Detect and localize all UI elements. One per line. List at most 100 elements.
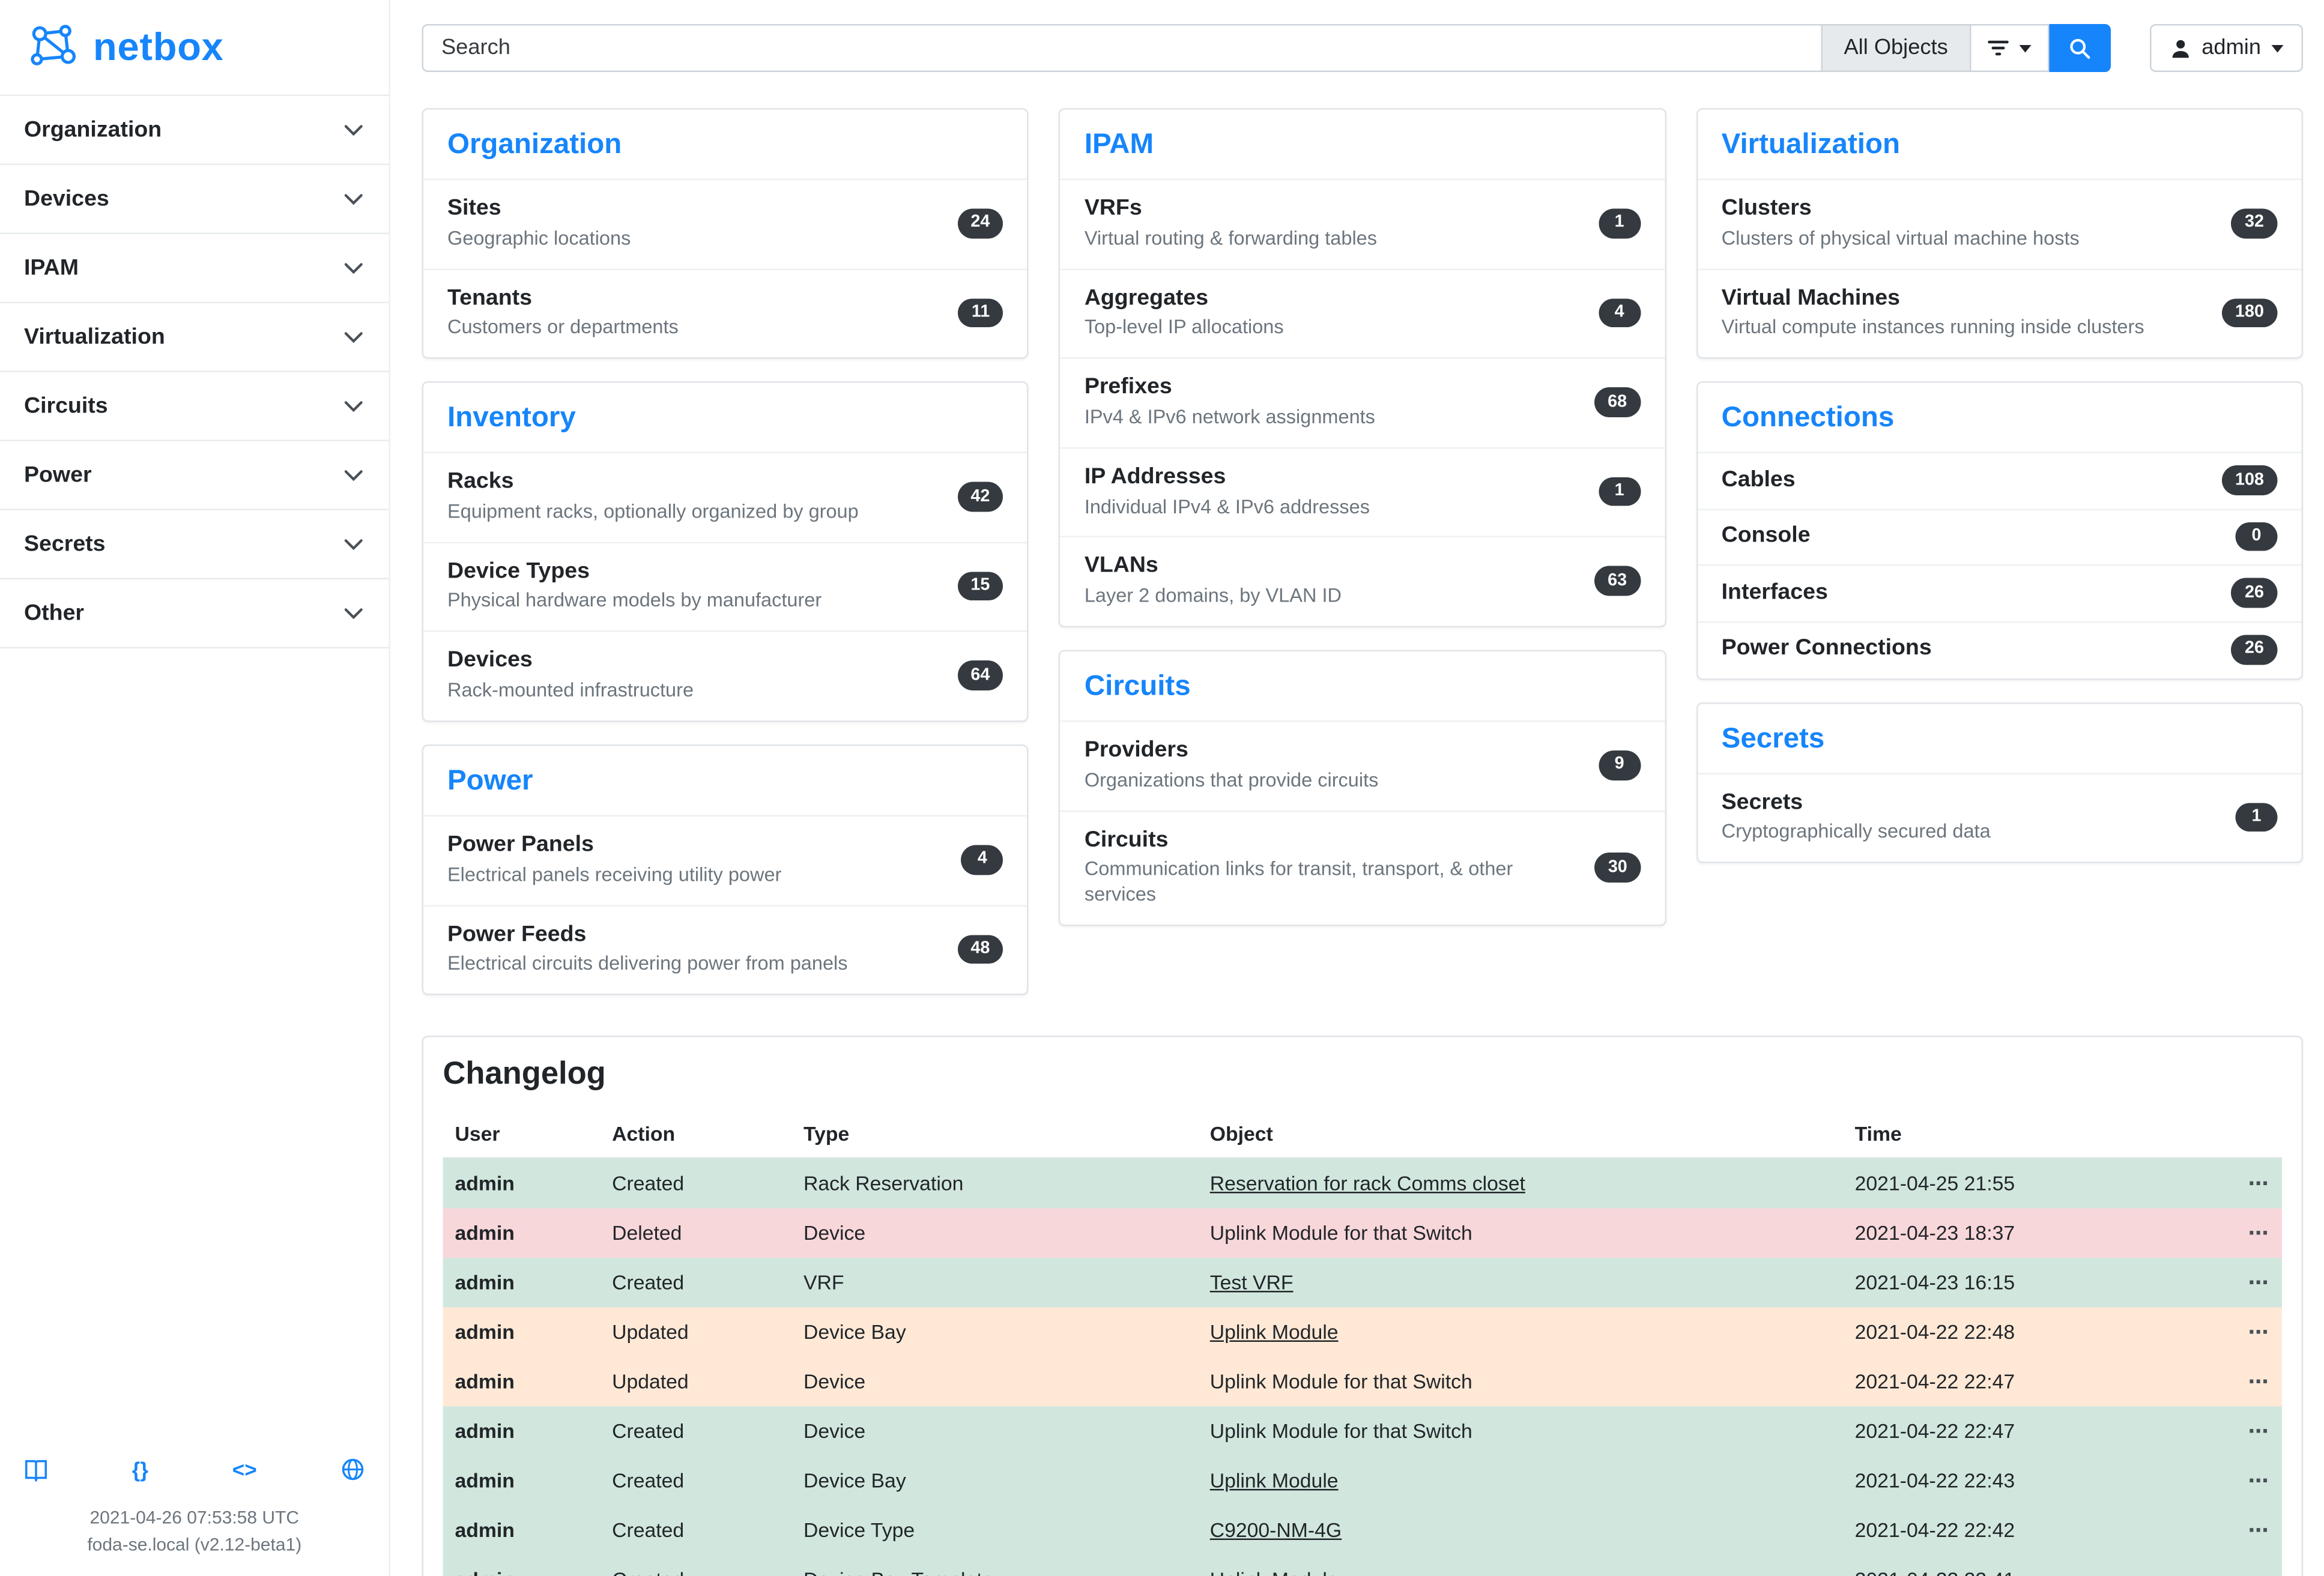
- sidebar-item-power[interactable]: Power: [0, 441, 389, 510]
- object-scope-label: All Objects: [1844, 36, 1948, 60]
- sidebar-item-circuits[interactable]: Circuits: [0, 372, 389, 441]
- search-group: All Objects: [422, 24, 2110, 72]
- filter-button[interactable]: [1970, 24, 2049, 72]
- item-text: VRFs Virtual routing & forwarding tables: [1085, 195, 1377, 252]
- row-actions-ellipsis-icon[interactable]: ⋯: [2248, 1320, 2270, 1343]
- dashboard-column-1: Organization Sites Geographic locations 24 T…: [422, 108, 1029, 995]
- sidebar: netbox Organization Devices IPAM Virtualiza…: [0, 0, 390, 1576]
- dashboard-item-virtual-machines[interactable]: Virtual Machines Virtual compute instance…: [1697, 268, 2302, 357]
- card-title-inventory[interactable]: Inventory: [447, 402, 576, 434]
- changelog-col-header-time: Time: [1842, 1111, 2214, 1159]
- netbox-logo[interactable]: netbox: [0, 0, 389, 95]
- dashboard-item-devices[interactable]: Devices Rack-mounted infrastructure 64: [423, 630, 1027, 720]
- row-actions-ellipsis-icon[interactable]: ⋯: [2248, 1469, 2270, 1492]
- search-icon: [2068, 37, 2091, 59]
- changelog-type: Device Bay: [803, 1321, 906, 1344]
- dashboard-item-device-types[interactable]: Device Types Physical hardware models by …: [423, 541, 1027, 631]
- changelog-object-link[interactable]: Test VRF: [1209, 1271, 1294, 1294]
- count-badge: 64: [957, 660, 1003, 690]
- dashboard-item-vrfs[interactable]: VRFs Virtual routing & forwarding tables 1: [1060, 178, 1665, 268]
- row-actions-ellipsis-icon[interactable]: ⋯: [2248, 1419, 2270, 1442]
- card-title-organization[interactable]: Organization: [447, 129, 622, 161]
- item-description: Communication links for transit, transpo…: [1084, 857, 1513, 906]
- dashboard-item-vlans[interactable]: VLANs Layer 2 domains, by VLAN ID 63: [1060, 536, 1665, 626]
- card-title-virtualization[interactable]: Virtualization: [1721, 129, 1901, 161]
- changelog-user: admin: [443, 1555, 601, 1576]
- dashboard-item-tenants[interactable]: Tenants Customers or departments 11: [423, 268, 1027, 357]
- changelog-action: Created: [612, 1519, 685, 1542]
- count-badge: 26: [2231, 635, 2278, 665]
- changelog-card: Changelog User Action Type Object Time admin…: [422, 1036, 2303, 1576]
- item-title: Power Feeds: [447, 920, 587, 947]
- dashboard-item-power-connections[interactable]: Power Connections 26: [1697, 621, 2302, 678]
- sidebar-item-devices[interactable]: Devices: [0, 165, 389, 234]
- dashboard-item-circuits[interactable]: Circuits Communication links for transit,…: [1060, 810, 1665, 925]
- row-actions-ellipsis-icon[interactable]: ⋯: [2248, 1369, 2270, 1393]
- globe-icon[interactable]: [340, 1458, 365, 1482]
- sidebar-item-virtualization[interactable]: Virtualization: [0, 303, 389, 372]
- sidebar-item-ipam[interactable]: IPAM: [0, 234, 389, 303]
- dashboard-item-prefixes[interactable]: Prefixes IPv4 & IPv6 network assignments 6…: [1060, 357, 1665, 447]
- item-title: Device Types: [447, 558, 590, 584]
- dashboard-item-sites[interactable]: Sites Geographic locations 24: [423, 178, 1027, 268]
- sidebar-item-organization[interactable]: Organization: [0, 96, 389, 165]
- chevron-down-icon: [342, 602, 365, 625]
- search-submit-button[interactable]: [2048, 24, 2110, 72]
- changelog-col-header-object: Object: [1197, 1111, 1843, 1159]
- row-actions-ellipsis-icon[interactable]: ⋯: [2248, 1171, 2270, 1195]
- item-text: Circuits Communication links for transit,…: [1085, 827, 1579, 908]
- changelog-row: admin Created Device Uplink Module for that…: [443, 1406, 2282, 1457]
- changelog-row: admin Deleted Device Uplink Module for that…: [443, 1208, 2282, 1258]
- changelog-object-link[interactable]: C9200-NM-4G: [1209, 1519, 1342, 1542]
- sidebar-item-other[interactable]: Other: [0, 579, 389, 648]
- dashboard-item-power-panels[interactable]: Power Panels Electrical panels receiving …: [423, 815, 1027, 904]
- item-text: Prefixes IPv4 & IPv6 network assignments: [1085, 374, 1375, 430]
- dashboard-item-interfaces[interactable]: Interfaces 26: [1697, 564, 2302, 621]
- rest-api-braces-icon[interactable]: {}: [132, 1457, 149, 1482]
- card-title-connections[interactable]: Connections: [1721, 402, 1895, 434]
- dashboard-item-providers[interactable]: Providers Organizations that provide circ…: [1060, 720, 1665, 810]
- item-description: Equipment racks, optionally organized by…: [447, 500, 859, 522]
- changelog-object-link[interactable]: Reservation for rack Comms closet: [1209, 1172, 1525, 1195]
- dashboard-item-power-feeds[interactable]: Power Feeds Electrical circuits deliverin…: [423, 904, 1027, 994]
- card-title-secrets[interactable]: Secrets: [1721, 723, 1825, 755]
- item-text: Virtual Machines Virtual compute instance…: [1722, 285, 2144, 341]
- chevron-down-icon: [2271, 44, 2284, 52]
- count-badge: 48: [957, 934, 1003, 964]
- card-title-power[interactable]: Power: [447, 765, 533, 797]
- changelog-user: admin: [455, 1420, 515, 1443]
- changelog-object-link[interactable]: Uplink Module: [1209, 1469, 1339, 1493]
- item-text: Device Types Physical hardware models by …: [447, 558, 822, 614]
- row-actions-ellipsis-icon[interactable]: ⋯: [2213, 1555, 2282, 1576]
- dashboard-item-secrets[interactable]: Secrets Cryptographically secured data 1: [1697, 772, 2302, 862]
- code-icon[interactable]: <>: [232, 1457, 257, 1482]
- dashboard-item-cables[interactable]: Cables 108: [1697, 451, 2302, 509]
- changelog-object-link[interactable]: Uplink Module: [1209, 1321, 1339, 1344]
- dashboard-item-racks[interactable]: Racks Equipment racks, optionally organiz…: [423, 451, 1027, 542]
- card-secrets: Secrets Secrets Cryptographically secured …: [1696, 702, 2303, 863]
- user-menu-button[interactable]: admin: [2149, 24, 2303, 72]
- item-title: Virtual Machines: [1721, 284, 1900, 310]
- dashboard-item-console[interactable]: Console 0: [1697, 508, 2302, 565]
- dashboard-column-2: IPAM VRFs Virtual routing & forwarding tab…: [1059, 108, 1666, 926]
- object-scope-button[interactable]: All Objects: [1823, 24, 1971, 72]
- dashboard-item-ip-addresses[interactable]: IP Addresses Individual IPv4 & IPv6 addre…: [1060, 447, 1665, 537]
- card-title-circuits[interactable]: Circuits: [1084, 671, 1191, 703]
- count-badge: 0: [2235, 522, 2278, 552]
- dashboard-item-aggregates[interactable]: Aggregates Top-level IP allocations 4: [1060, 268, 1665, 357]
- chevron-down-icon: [342, 257, 365, 280]
- card-title-ipam[interactable]: IPAM: [1084, 129, 1154, 161]
- changelog-action: Updated: [612, 1370, 689, 1393]
- count-badge: 1: [1598, 477, 1641, 507]
- search-input[interactable]: [422, 24, 1823, 72]
- sidebar-item-secrets[interactable]: Secrets: [0, 510, 389, 579]
- row-actions-ellipsis-icon[interactable]: ⋯: [2248, 1221, 2270, 1244]
- count-badge: 63: [1594, 566, 1641, 596]
- row-actions-ellipsis-icon[interactable]: ⋯: [2248, 1518, 2270, 1541]
- dashboard-item-clusters[interactable]: Clusters Clusters of physical virtual mac…: [1697, 178, 2302, 268]
- card-power: Power Power Panels Electrical panels recei…: [422, 744, 1029, 995]
- docs-book-icon[interactable]: [24, 1458, 48, 1481]
- row-actions-ellipsis-icon[interactable]: ⋯: [2248, 1270, 2270, 1294]
- count-badge: 1: [1598, 208, 1641, 238]
